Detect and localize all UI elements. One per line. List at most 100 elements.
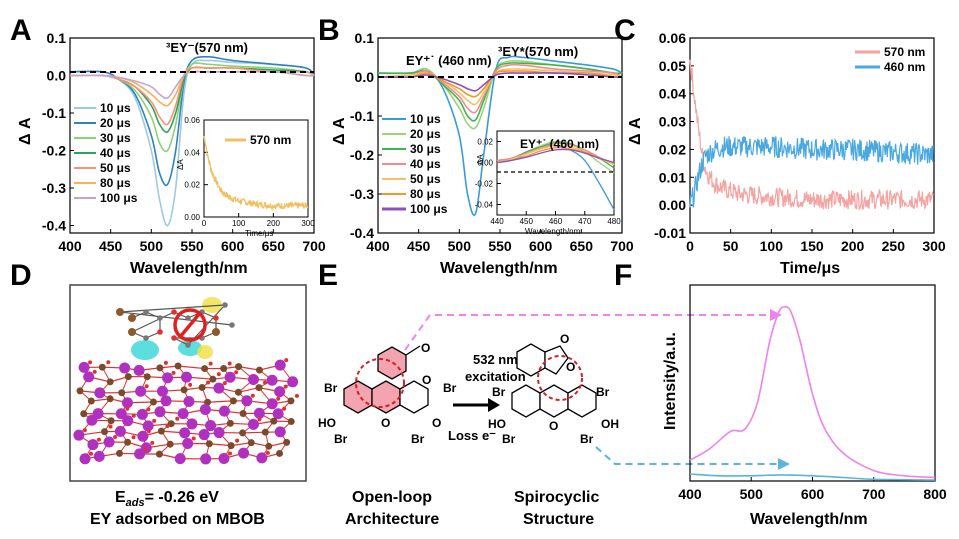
crystal-atom-b (276, 449, 284, 457)
lactone-o-label: O (566, 360, 575, 374)
y-tick-label: -0.4 (350, 225, 374, 241)
x-tick-label: 400 (366, 238, 390, 254)
crystal-atom-b (106, 378, 114, 386)
crystal-atom-metal (213, 427, 225, 439)
chart-c-series (689, 59, 934, 211)
crystal-atom-metal (115, 408, 127, 420)
legend-label: 80 μs (100, 176, 131, 190)
chart-f-series (689, 306, 936, 481)
crystal-atom-b (180, 386, 188, 394)
xanthene-ring-center (371, 380, 401, 414)
chart-f-xlabel: Wavelength/nm (750, 511, 868, 528)
crystal-atom-o (143, 446, 148, 451)
br-label: Br (334, 432, 348, 446)
x-tick-label: 300 (301, 219, 315, 228)
open-loop-structure: O O Br Br HO O Br Br O (318, 341, 457, 446)
chart-a-inset-legend-label: 570 nm (250, 133, 291, 147)
crystal-atom-o (265, 450, 270, 455)
crystal-atom-metal (134, 448, 146, 460)
crystal-atom-o (208, 361, 213, 366)
y-tick-label: 0.0 (355, 69, 375, 85)
x-tick-label: 600 (801, 486, 825, 502)
x-tick-label: 300 (922, 238, 946, 254)
molecule-atom (143, 335, 149, 341)
xanthene-ring-left (511, 384, 541, 418)
connector-arrow-spiro-head (778, 458, 790, 470)
chart-b-inset-xlabel: Wavelength/nm (525, 227, 581, 236)
x-tick-label: 450 (99, 238, 123, 254)
molecule-atom (185, 315, 191, 321)
chart-f-ylabel: Intensity/a.u. (662, 332, 679, 430)
crystal-atom-b (167, 420, 175, 428)
crystal-atom-o (191, 436, 196, 441)
chart-a: 400 450 500 550 600 650 700 0.1 0.0 -0.1 -0.2 -0.3 -… (17, 30, 326, 277)
y-tick-label: -0.1 (350, 108, 374, 124)
xanthene-ring-left (343, 380, 373, 414)
chart-a-inset-xlabel: Time/μs (245, 229, 273, 238)
crystal-atom-metal (274, 359, 286, 371)
chart-b-ylabel: Δ A (331, 117, 348, 145)
crystal-atom-o (188, 382, 193, 387)
crystal-atom-metal (274, 426, 286, 438)
panel-letter-c: C (614, 14, 636, 47)
xanthene-ring-right (567, 384, 597, 418)
y-tick-label: -0.04 (475, 201, 494, 210)
crystal-atom-b (155, 450, 163, 458)
crystal-atom-o (175, 416, 180, 421)
crystal-atom-metal (256, 452, 268, 464)
chart-a-annotation: ³EY⁻(570 nm) (166, 40, 248, 55)
legend-label: 10 μs (410, 112, 441, 126)
x-tick-label: 440 (490, 217, 504, 226)
crystal-atom-o (250, 393, 255, 398)
ring-o-label: O (549, 419, 558, 433)
crystal-atom-metal (160, 395, 172, 407)
crystal-atom-metal (213, 382, 225, 394)
legend-label: 30 μs (410, 142, 441, 156)
highlight-slash (178, 311, 202, 339)
crystal-atom-metal (154, 406, 166, 418)
y-tick-label: 0.02 (659, 141, 686, 157)
legend-label: 50 μs (410, 172, 441, 186)
y-tick-label: 0.00 (184, 213, 200, 222)
connector-arrow-open-loop-head (770, 309, 782, 321)
crystal-atom-metal (198, 429, 210, 441)
ey-molecule-illustration (116, 297, 235, 360)
y-tick-label: 0.03 (659, 114, 686, 130)
crystal-bond (242, 431, 266, 434)
panel-letter-d: D (10, 259, 32, 292)
crystal-bond (207, 400, 234, 403)
crystal-atom-b (98, 363, 106, 371)
crystal-atom-b (205, 440, 213, 448)
crystal-atom-metal (183, 395, 195, 407)
crystal-atom-o (144, 384, 149, 389)
series-line-100s (377, 72, 623, 92)
crystal-atom-o (284, 358, 289, 363)
crystal-bond (178, 365, 205, 370)
crystal-atom-metal (253, 407, 265, 419)
crystal-atom-o (152, 418, 157, 423)
br-label: Br (492, 385, 506, 399)
chart-a-inset-series-570 (203, 136, 309, 212)
y-tick-label: 0.00 (477, 159, 493, 168)
y-tick-label: -0.3 (42, 180, 66, 196)
x-tick-label: 650 (262, 238, 286, 254)
crystal-atom-o (227, 451, 232, 456)
ho-label: HO (318, 416, 336, 430)
crystal-atom-b (201, 365, 209, 373)
x-tick-label: 100 (760, 238, 784, 254)
crystal-atom-o (206, 380, 211, 385)
series-line-open-loop (689, 306, 936, 479)
crystal-atom-o (216, 372, 221, 377)
crystal-atom-b (157, 427, 165, 435)
y-tick-label: 0.04 (659, 86, 686, 102)
crystal-atom-b (255, 384, 263, 392)
y-tick-label: 0.01 (659, 169, 686, 185)
crystal-atom-o (131, 435, 136, 440)
molecule-atom (212, 328, 220, 336)
crystal-atom-metal (79, 453, 91, 465)
crystal-atom-metal (247, 374, 259, 386)
series-line-100s (69, 70, 315, 100)
crystal-bond (238, 366, 260, 371)
